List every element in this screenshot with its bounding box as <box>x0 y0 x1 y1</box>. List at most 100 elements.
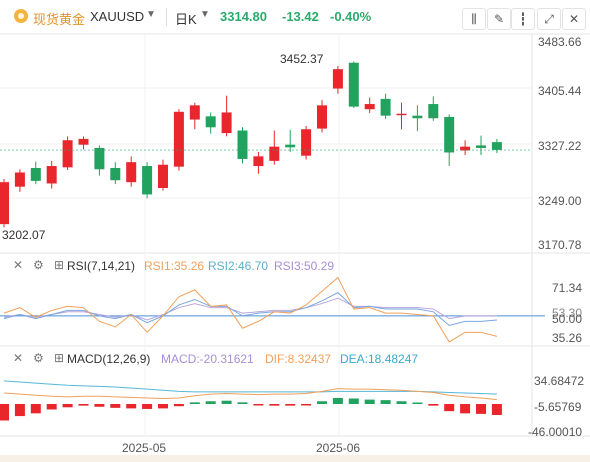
period-selector[interactable]: 日K <box>175 12 197 27</box>
candle <box>412 115 423 119</box>
macd-bar <box>348 398 359 404</box>
macd-bar <box>110 404 121 408</box>
price-axis-label: 3483.66 <box>538 35 582 49</box>
candle <box>158 164 168 188</box>
macd-bar <box>14 404 25 417</box>
expand-icon[interactable]: ⊞ <box>54 351 65 365</box>
macd-bar <box>380 400 391 404</box>
candle <box>332 69 343 89</box>
macd-bar <box>142 404 153 409</box>
symbol-code[interactable]: XAUUSD <box>90 9 145 24</box>
candle <box>364 104 375 110</box>
macd-bar <box>396 401 407 404</box>
macd-bar <box>412 402 423 404</box>
macd-bar <box>269 404 280 406</box>
macd-bar <box>237 402 248 404</box>
macd-bar <box>364 399 375 404</box>
period-chevron-down-icon[interactable]: ▼ <box>200 9 210 20</box>
time-axis-label: 2025-05 <box>122 441 167 455</box>
price-change: -13.42 <box>282 9 319 24</box>
candle <box>444 116 455 153</box>
macd-bar <box>62 404 73 408</box>
fullscreen-icon[interactable]: ⤢ <box>537 8 561 30</box>
rsi-axis-label: 35.26 <box>552 331 583 345</box>
time-scrollbar <box>0 455 590 462</box>
time-axis-label: 2025-06 <box>316 441 361 455</box>
draw-icon[interactable]: ✎ <box>487 8 511 30</box>
macd-bar <box>173 404 184 407</box>
chevron-down-icon[interactable]: ▼ <box>146 9 156 20</box>
candle <box>189 105 200 120</box>
rsi3-line <box>3 297 497 321</box>
candle <box>301 129 312 156</box>
price-axis-label: 3327.22 <box>538 139 582 153</box>
candle <box>460 146 471 151</box>
macd-bar <box>205 401 216 404</box>
macd-bar <box>46 404 57 410</box>
rsi1-line <box>3 276 498 343</box>
candle <box>126 162 137 183</box>
rsi-axis-label: 50.00 <box>552 312 583 326</box>
macd-axis-label: -46.00010 <box>528 425 583 439</box>
candle <box>30 167 41 181</box>
macd-bar <box>301 404 312 406</box>
candle <box>142 166 153 195</box>
macd-bar <box>285 404 296 406</box>
close-icon[interactable]: ✕ <box>562 8 586 30</box>
candle <box>205 116 216 128</box>
candle <box>380 98 391 116</box>
low-price-label: 3202.07 <box>2 228 46 242</box>
price-axis-label: 3170.78 <box>538 238 582 252</box>
macd-axis-label: -5.65769 <box>534 400 582 414</box>
settings-icon[interactable]: ⚙ <box>33 351 44 365</box>
close-icon[interactable]: ✕ <box>13 351 24 365</box>
dea-value: DEA:18.48247 <box>340 352 419 366</box>
candle <box>348 62 359 107</box>
price-change-pct: -0.40% <box>330 9 372 24</box>
candle <box>269 146 280 161</box>
candle <box>237 130 248 159</box>
macd-bar <box>476 404 486 414</box>
candle <box>285 144 296 148</box>
macd-bar <box>253 404 264 406</box>
dif-value: DIF:8.32437 <box>265 352 332 366</box>
close-icon[interactable]: ✕ <box>13 258 24 272</box>
candle <box>221 112 232 134</box>
macd-bar <box>491 404 502 415</box>
chart-toolbar: 现货黄金 XAUUSD ▼ 日K ▼ 3314.80 -13.42 -0.40%… <box>0 0 590 34</box>
macd-bar <box>126 404 137 409</box>
gold-coin-icon <box>14 9 28 23</box>
macd-bar <box>189 402 200 404</box>
candle <box>428 104 439 119</box>
candle <box>491 142 502 150</box>
candle <box>317 105 327 129</box>
candle <box>110 167 121 181</box>
rsi2-value: RSI2:46.70 <box>208 259 269 273</box>
macd-bar <box>78 404 89 406</box>
candle <box>173 111 184 167</box>
dif-line <box>3 388 497 401</box>
candle <box>94 147 105 170</box>
symbol-name[interactable]: 现货黄金 <box>33 12 86 27</box>
macd-axis-label: 34.68472 <box>534 374 585 388</box>
macd-bar <box>428 404 439 406</box>
rsi-axis-label: 71.34 <box>552 281 583 295</box>
macd-name: MACD(12,26,9) <box>67 352 151 366</box>
macd-bar <box>460 404 471 414</box>
candle <box>14 172 25 187</box>
price-axis-label: 3249.00 <box>538 194 582 208</box>
rsi-axis-label: 53.30 <box>552 306 583 320</box>
macd-value: MACD:-20.31621 <box>161 352 254 366</box>
candle <box>396 113 407 116</box>
macd-bar <box>0 404 9 421</box>
candle-type-icon[interactable]: ┇ <box>511 8 535 30</box>
settings-icon[interactable]: ⚙ <box>33 258 44 272</box>
candle <box>62 140 73 168</box>
indicator-icon[interactable]: ⫼ <box>462 8 486 30</box>
expand-icon[interactable]: ⊞ <box>54 258 65 272</box>
divider <box>166 8 167 26</box>
rsi2-line <box>3 292 497 327</box>
candle <box>78 138 89 145</box>
macd-bar <box>444 404 455 412</box>
